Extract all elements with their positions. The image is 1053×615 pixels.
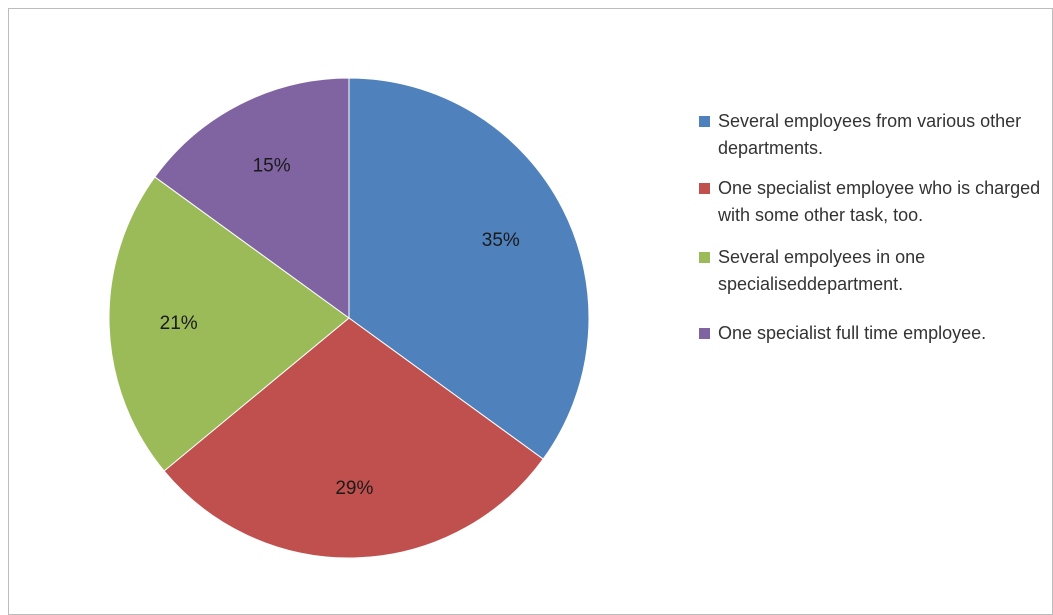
pie-slice	[163, 317, 544, 559]
legend-swatch	[699, 183, 710, 194]
legend-swatch	[699, 252, 710, 263]
legend-swatch	[699, 116, 710, 127]
pie-data-label: 35%	[482, 230, 520, 251]
legend-label: Several employees from various other dep…	[718, 111, 1022, 158]
legend-label: One specialist employee who is charged w…	[718, 178, 1041, 225]
pie-data-label: 29%	[335, 478, 373, 499]
legend-swatch	[699, 328, 710, 339]
pie-slice	[348, 77, 590, 460]
legend-item: One specialist employee who is charged w…	[698, 175, 1053, 229]
legend-item: Several employees from various other dep…	[698, 108, 1053, 162]
pie-slice	[154, 77, 350, 319]
legend-label: One specialist full time employee.	[718, 323, 987, 343]
pie-data-label: 15%	[253, 156, 291, 177]
legend-item: Several empolyees in one specialiseddepa…	[698, 244, 1053, 298]
pie-slice	[108, 176, 350, 472]
pie-data-labels: 35% 29% 21% 15%	[160, 156, 520, 499]
legend-label: Several empolyees in one specialiseddepa…	[718, 247, 926, 294]
pie-data-label: 21%	[160, 313, 198, 334]
chart-legend: Several employees from various other dep…	[698, 108, 1053, 360]
pie-slices	[108, 77, 590, 559]
legend-item: One specialist full time employee.	[698, 320, 1053, 347]
